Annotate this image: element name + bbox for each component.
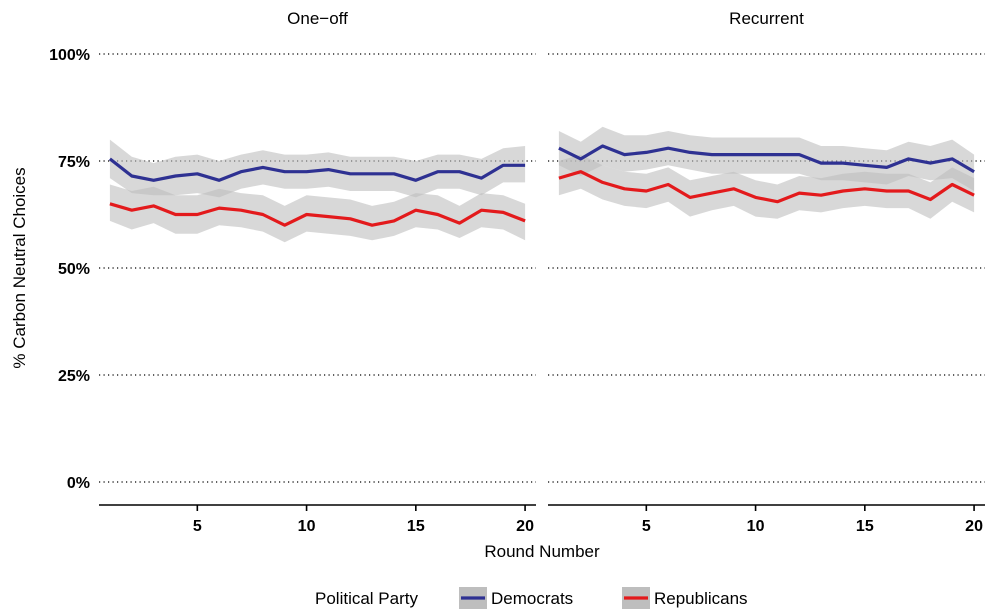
one-off-line-democrats (108, 157, 526, 182)
one-off-line-republicans (109, 202, 526, 227)
legend-label-democrats: Democrats (491, 589, 573, 608)
panel-title-one-off: One−off (287, 9, 348, 28)
recurrent-line-republicans (558, 170, 975, 204)
one-off-ribbon-democrats (109, 139, 526, 198)
one-off-x-tick-label-10: 10 (298, 518, 316, 535)
line-layer (108, 144, 975, 227)
recurrent-x-tick-label-5: 5 (642, 518, 651, 535)
y-axis-title: % Carbon Neutral Choices (10, 167, 29, 368)
recurrent-ribbon-republicans (558, 154, 975, 219)
y-tick-label-25: 25% (58, 368, 90, 385)
one-off-x-tick-label-5: 5 (193, 518, 202, 535)
one-off-x-tick-label-20: 20 (516, 518, 534, 535)
y-tick-label-0: 0% (67, 475, 90, 492)
legend-label-republicans: Republicans (654, 589, 748, 608)
axis-layer: 0% 25% 50% 75% 100% 5 10 15 20 5 10 15 20 (49, 47, 985, 535)
recurrent-x-tick-label-10: 10 (747, 518, 765, 535)
legend-title: Political Party (315, 589, 418, 608)
grid-layer (99, 53, 985, 483)
x-axis-title: Round Number (484, 542, 600, 561)
legend: Political Party Democrats Republicans (315, 587, 748, 609)
y-tick-label-50: 50% (58, 261, 90, 278)
recurrent-line-democrats (558, 144, 975, 174)
y-tick-label-100: 100% (49, 47, 90, 64)
recurrent-x-tick-label-15: 15 (856, 518, 874, 535)
panel-title-recurrent: Recurrent (729, 9, 804, 28)
y-tick-label-75: 75% (58, 154, 90, 171)
one-off-x-tick-label-15: 15 (407, 518, 425, 535)
ribbon-layer (109, 126, 975, 243)
one-off-ribbon-republicans (109, 184, 526, 243)
recurrent-x-tick-label-20: 20 (965, 518, 983, 535)
